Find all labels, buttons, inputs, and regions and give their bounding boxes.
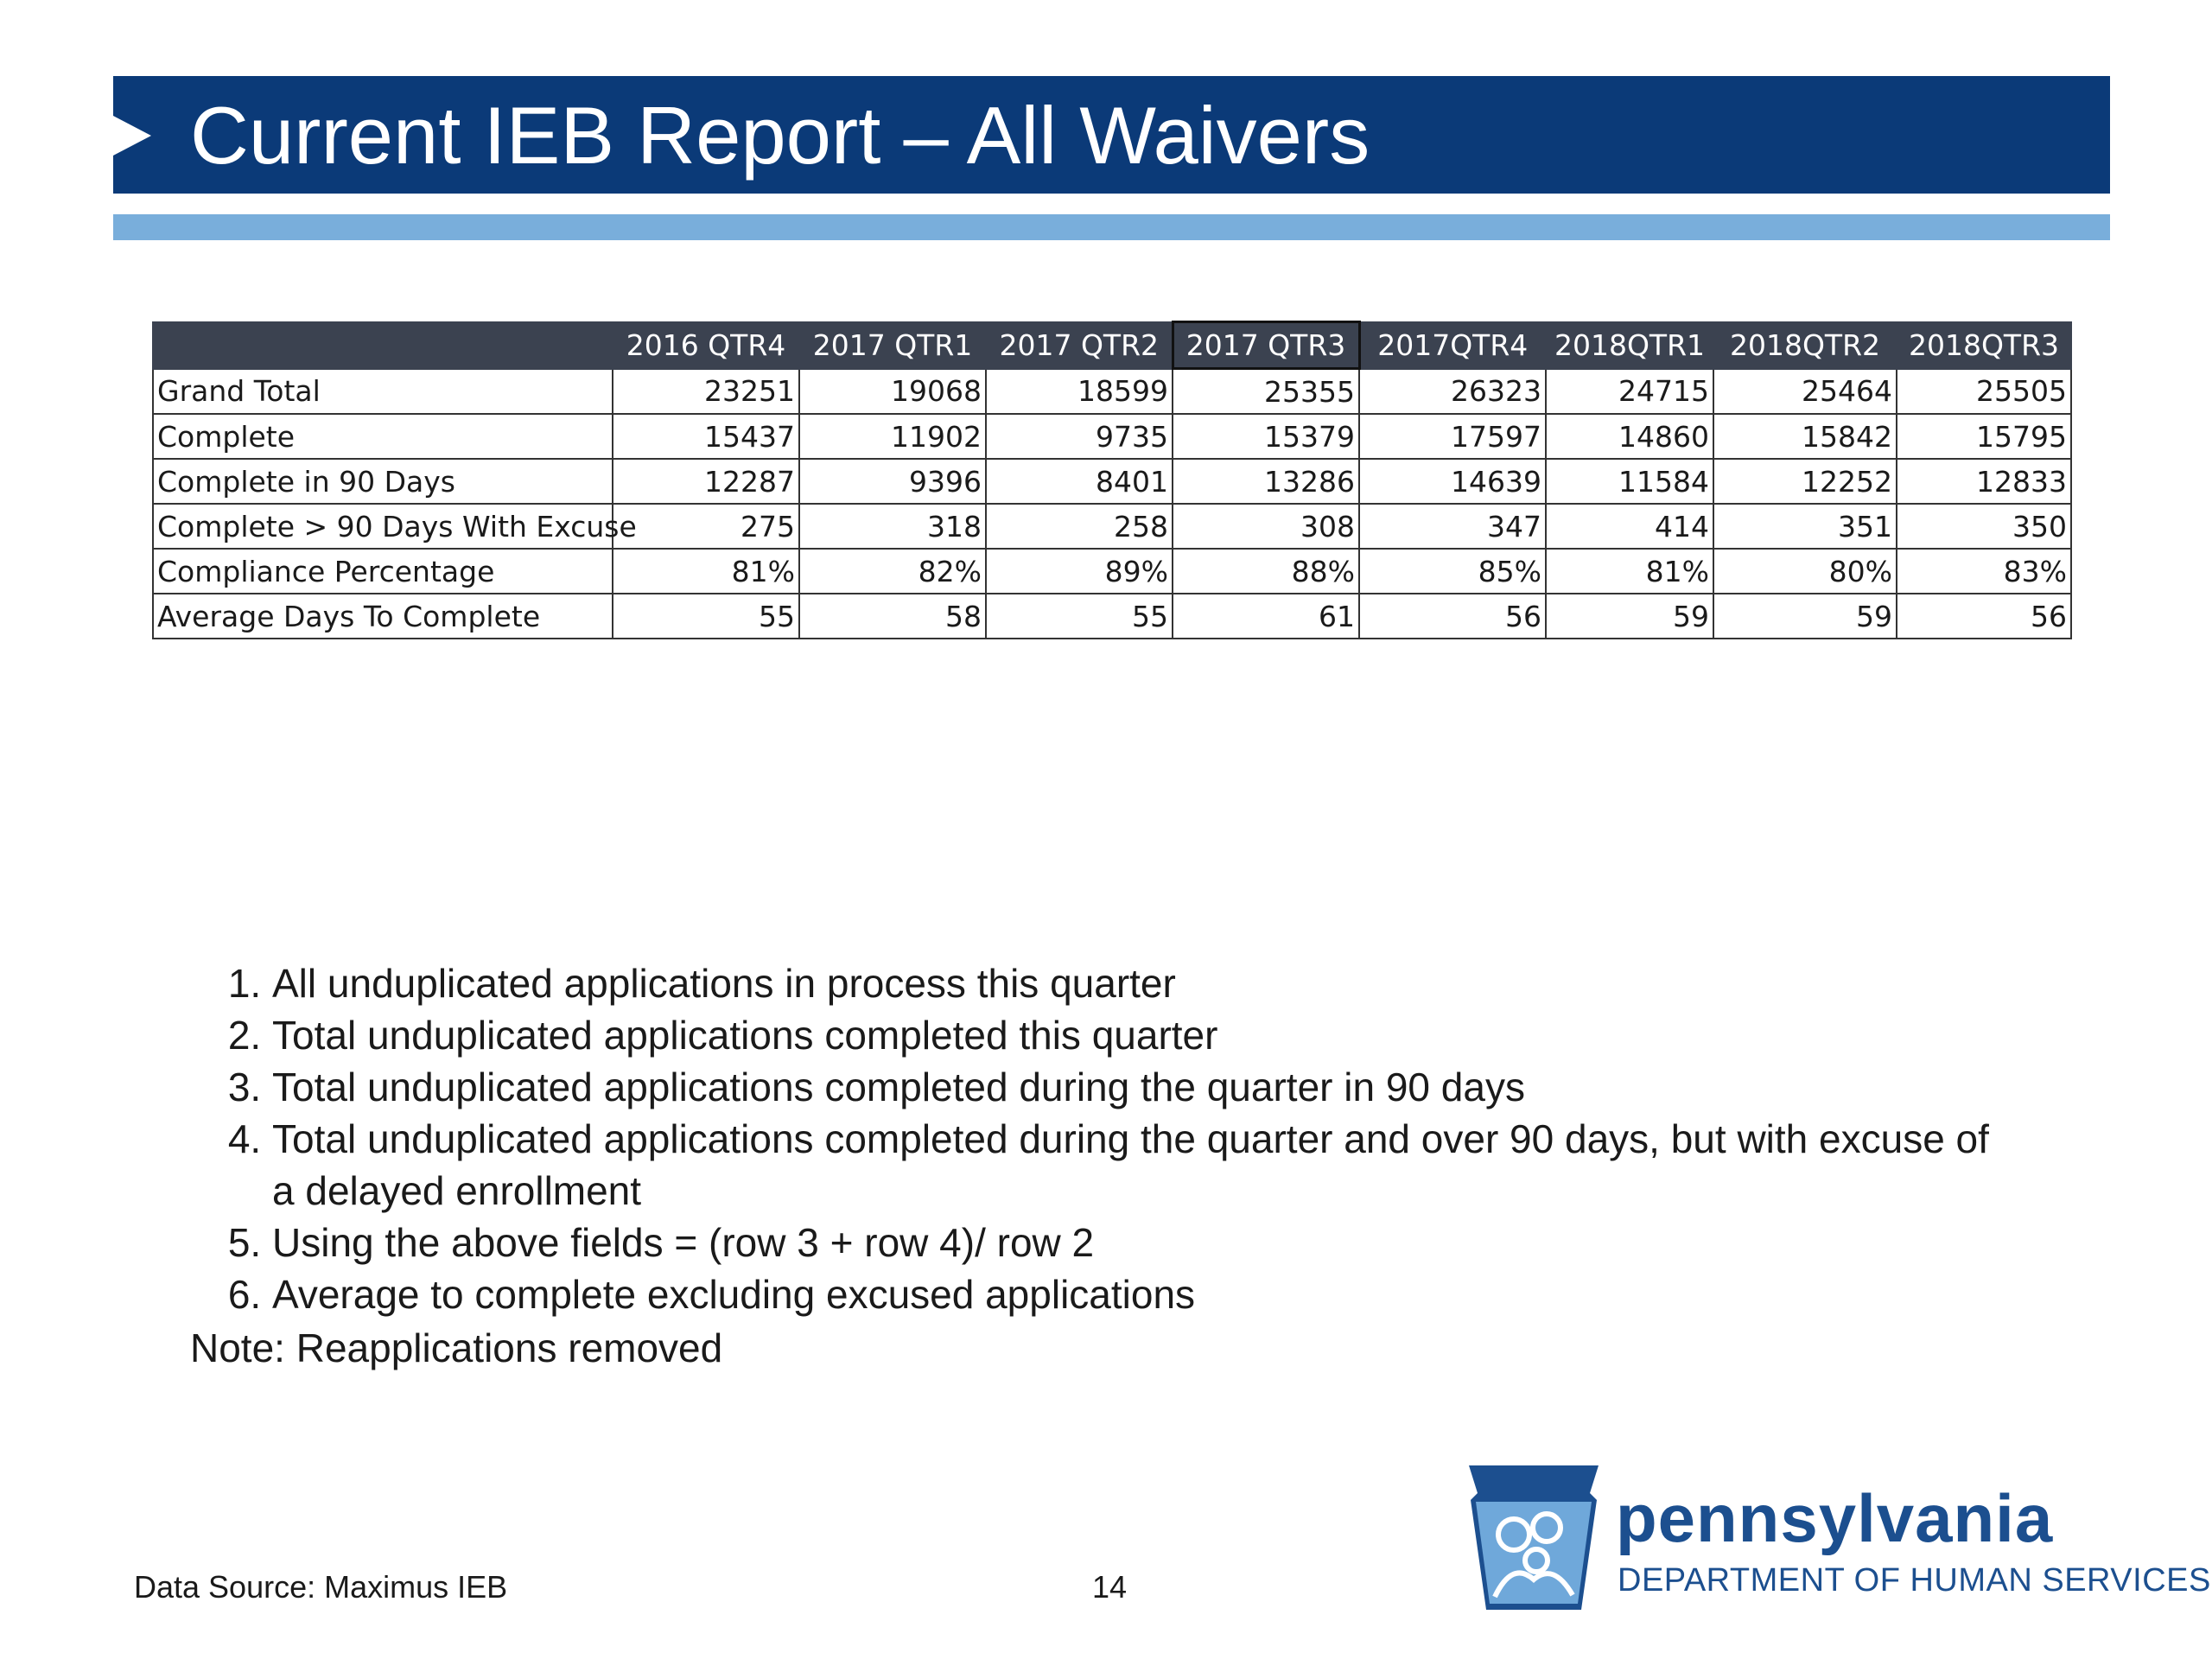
table-cell: 81%: [1545, 548, 1714, 594]
list-item: Total unduplicated applications complete…: [272, 1061, 2000, 1113]
table-cell: 26323: [1358, 367, 1547, 415]
header-cell: 2018QTR2: [1713, 321, 1897, 370]
logo-name: pennsylvania: [1616, 1480, 2054, 1556]
row-label: Complete in 90 Days: [152, 458, 613, 505]
table-cell: 58: [798, 593, 987, 639]
table-cell: 88%: [1172, 548, 1360, 594]
table-cell: 55: [985, 593, 1173, 639]
table-cell: 13286: [1172, 458, 1360, 505]
header-cell: [152, 321, 613, 370]
table-cell: 61: [1172, 593, 1360, 639]
row-label: Average Days To Complete: [152, 593, 613, 639]
table-cell: 82%: [798, 548, 987, 594]
list-item: Total unduplicated applications complete…: [272, 1113, 2000, 1217]
table-cell: 56: [1358, 593, 1547, 639]
table-cell: 55: [612, 593, 800, 639]
table-cell: 350: [1896, 503, 2072, 550]
list-item: Using the above fields = (row 3 + row 4)…: [272, 1217, 2000, 1268]
table-cell: 15437: [612, 413, 800, 460]
header-cell: 2017 QTR2: [985, 321, 1173, 370]
table-cell: 12287: [612, 458, 800, 505]
title-bar: [113, 76, 2110, 194]
logo-department: DEPARTMENT OF HUMAN SERVICES: [1618, 1562, 2211, 1599]
table-cell: 19068: [798, 367, 987, 415]
table-cell: 17597: [1358, 413, 1547, 460]
header-cell: 2018QTR1: [1545, 321, 1714, 370]
page-number: 14: [1092, 1569, 1128, 1605]
table-cell: 15795: [1896, 413, 2072, 460]
table-cell: 275: [612, 503, 800, 550]
table-cell: 23251: [612, 367, 800, 415]
table-cell: 9735: [985, 413, 1173, 460]
row-label: Complete > 90 Days With Excuse: [152, 503, 637, 550]
table-row: Compliance Percentage 81% 82% 89% 88% 85…: [152, 548, 2072, 594]
table-row: Grand Total 23251 19068 18599 25355 2632…: [152, 367, 2072, 415]
table-cell: 81%: [612, 548, 800, 594]
table-cell: 12833: [1896, 458, 2072, 505]
table-cell: 18599: [985, 367, 1173, 415]
header-cell: 2017 QTR3: [1171, 321, 1361, 370]
header-cell: 2017 QTR1: [798, 321, 987, 370]
header-cell: 2017QTR4: [1358, 321, 1547, 370]
table-cell: 8401: [985, 458, 1173, 505]
table-cell: 11584: [1545, 458, 1714, 505]
table-cell: 308: [1172, 503, 1360, 550]
ieb-report-table: 2016 QTR4 2017 QTR1 2017 QTR2 2017 QTR3 …: [152, 321, 2072, 639]
table-cell: 25505: [1896, 367, 2072, 415]
table-cell: 25355: [1172, 367, 1360, 415]
table-cell: 15379: [1172, 413, 1360, 460]
keystone-family-logo-icon: [1469, 1465, 1599, 1610]
table-cell: 89%: [985, 548, 1173, 594]
table-cell: 24715: [1545, 367, 1714, 415]
table-row: Complete in 90 Days 12287 9396 8401 1328…: [152, 458, 2072, 505]
table-cell: 9396: [798, 458, 987, 505]
chevron-right-icon: [113, 116, 151, 156]
table-cell: 14639: [1358, 458, 1547, 505]
accent-divider: [113, 214, 2110, 240]
table-cell: 347: [1358, 503, 1547, 550]
table-cell: 25464: [1713, 367, 1897, 415]
table-row: Complete 15437 11902 9735 15379 17597 14…: [152, 413, 2072, 460]
table-cell: 15842: [1713, 413, 1897, 460]
table-cell: 414: [1545, 503, 1714, 550]
table-cell: 11902: [798, 413, 987, 460]
table-cell: 59: [1545, 593, 1714, 639]
table-cell: 351: [1713, 503, 1897, 550]
header-cell: 2018QTR3: [1896, 321, 2072, 370]
list-item: Total unduplicated applications complete…: [272, 1009, 2000, 1061]
notes-list: All unduplicated applications in process…: [190, 957, 2000, 1320]
table-row: Complete > 90 Days With Excuse 275 318 2…: [152, 503, 2072, 550]
table-cell: 56: [1896, 593, 2072, 639]
row-label: Compliance Percentage: [152, 548, 613, 594]
table-cell: 83%: [1896, 548, 2072, 594]
header-cell: 2016 QTR4: [612, 321, 800, 370]
table-cell: 80%: [1713, 548, 1897, 594]
table-cell: 318: [798, 503, 987, 550]
row-label: Complete: [152, 413, 613, 460]
table-cell: 59: [1713, 593, 1897, 639]
page-title: Current IEB Report – All Waivers: [190, 90, 1370, 181]
table-cell: 12252: [1713, 458, 1897, 505]
table-cell: 85%: [1358, 548, 1547, 594]
row-label: Grand Total: [152, 367, 613, 415]
table-cell: 14860: [1545, 413, 1714, 460]
list-item: Average to complete excluding excused ap…: [272, 1268, 2000, 1320]
reapplications-note: Note: Reapplications removed: [190, 1325, 723, 1370]
table-header-row: 2016 QTR4 2017 QTR1 2017 QTR2 2017 QTR3 …: [152, 321, 2072, 370]
data-source: Data Source: Maximus IEB: [134, 1569, 508, 1605]
list-item: All unduplicated applications in process…: [272, 957, 2000, 1009]
table-row: Average Days To Complete 55 58 55 61 56 …: [152, 593, 2072, 639]
table-cell: 258: [985, 503, 1173, 550]
